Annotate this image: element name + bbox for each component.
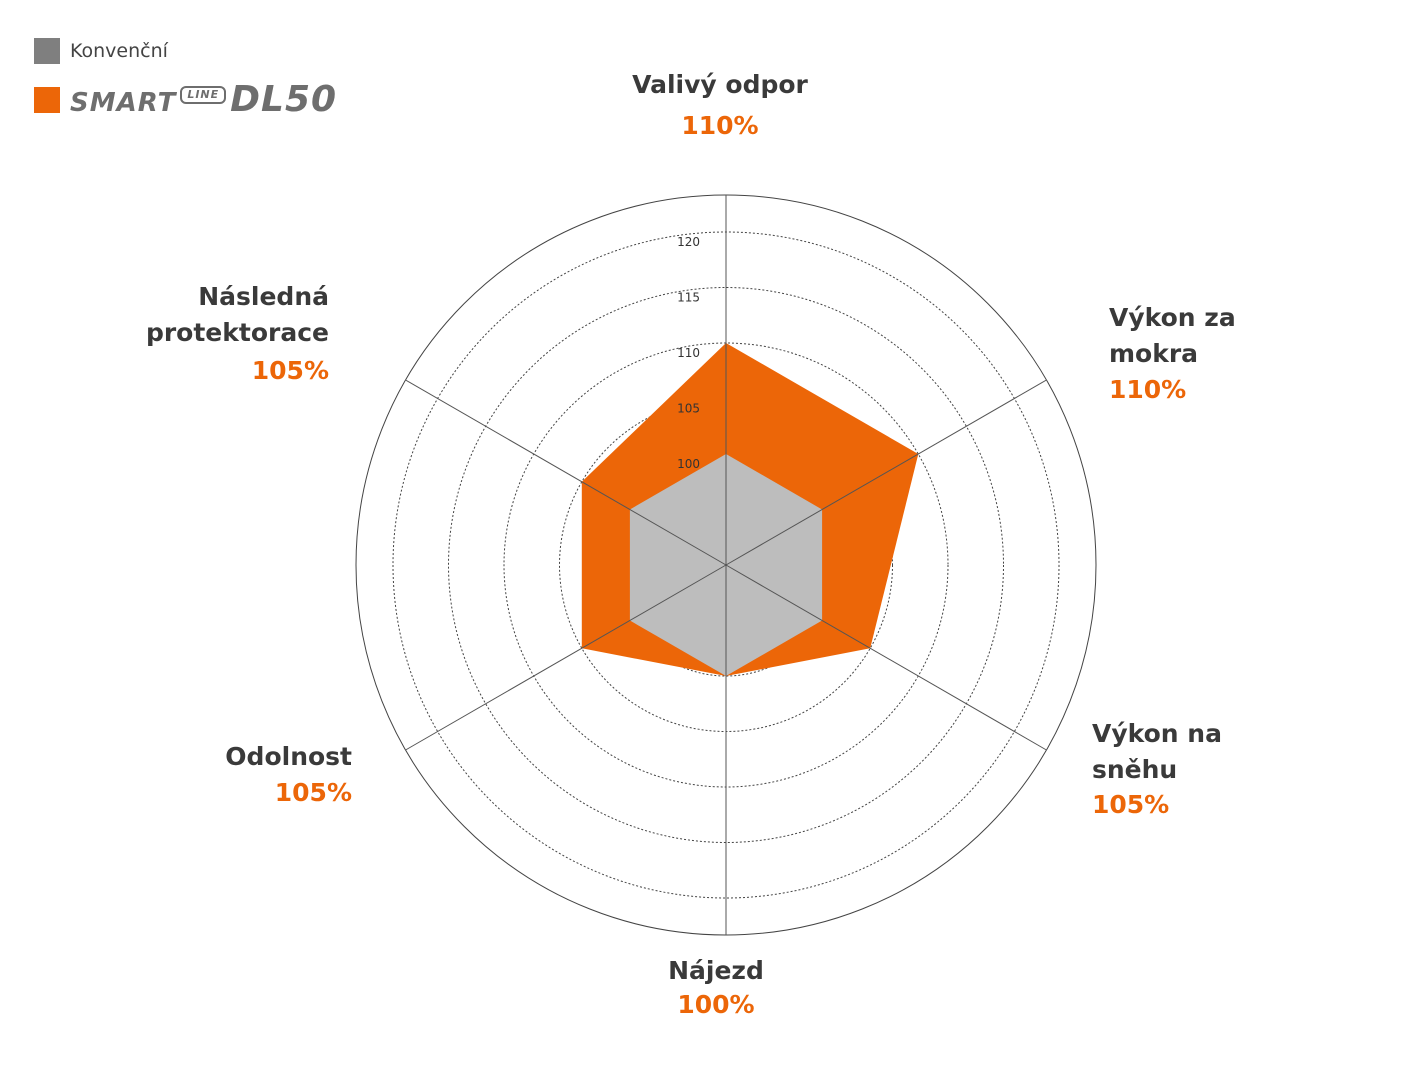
- logo-line-badge: LINE: [180, 86, 227, 104]
- axis-label-4-line-0: Odolnost: [225, 742, 352, 771]
- axis-spoke-1: [725, 379, 1047, 566]
- axis-value-2: 105%: [1092, 790, 1169, 819]
- logo-model-text: DL50: [230, 79, 338, 120]
- legend-item-product: SMART LINE DL50: [34, 82, 337, 118]
- tick-label-115: 115: [677, 291, 700, 305]
- logo-smart-text: SMART: [70, 88, 177, 118]
- axis-value-1: 110%: [1109, 375, 1186, 404]
- axis-label-5-line-0: Následná: [198, 282, 329, 311]
- legend-swatch-product: [34, 87, 60, 113]
- axis-value-5: 105%: [252, 356, 329, 385]
- legend: Konvenční SMART LINE DL50: [34, 38, 337, 118]
- grid-ring-115: [448, 287, 1004, 843]
- tick-label-110: 110: [677, 346, 700, 360]
- axis-spoke-4: [405, 564, 727, 751]
- axis-value-3: 100%: [677, 990, 754, 1019]
- axis-label-2-line-1: sněhu: [1092, 755, 1177, 784]
- axis-spoke-5: [405, 379, 727, 566]
- legend-label-conventional: Konvenční: [70, 40, 168, 62]
- axis-value-4: 105%: [275, 778, 352, 807]
- axis-label-3-line-0: Nájezd: [668, 956, 764, 985]
- tick-label-100: 100: [677, 457, 700, 471]
- axis-label-0-line-0: Valivý odpor: [632, 70, 808, 99]
- axis-label-1-line-1: mokra: [1109, 339, 1198, 368]
- axis-label-5-line-1: protektorace: [146, 318, 329, 347]
- legend-item-conventional: Konvenční: [34, 38, 337, 64]
- axis-label-2-line-0: Výkon na: [1092, 719, 1222, 748]
- axis-spoke-2: [725, 564, 1047, 751]
- tick-label-105: 105: [677, 402, 700, 416]
- legend-swatch-conventional: [34, 38, 60, 64]
- axis-value-0: 110%: [681, 111, 758, 140]
- tick-label-120: 120: [677, 235, 700, 249]
- axis-label-1-line-0: Výkon za: [1109, 303, 1236, 332]
- product-logo: SMART LINE DL50: [70, 79, 338, 120]
